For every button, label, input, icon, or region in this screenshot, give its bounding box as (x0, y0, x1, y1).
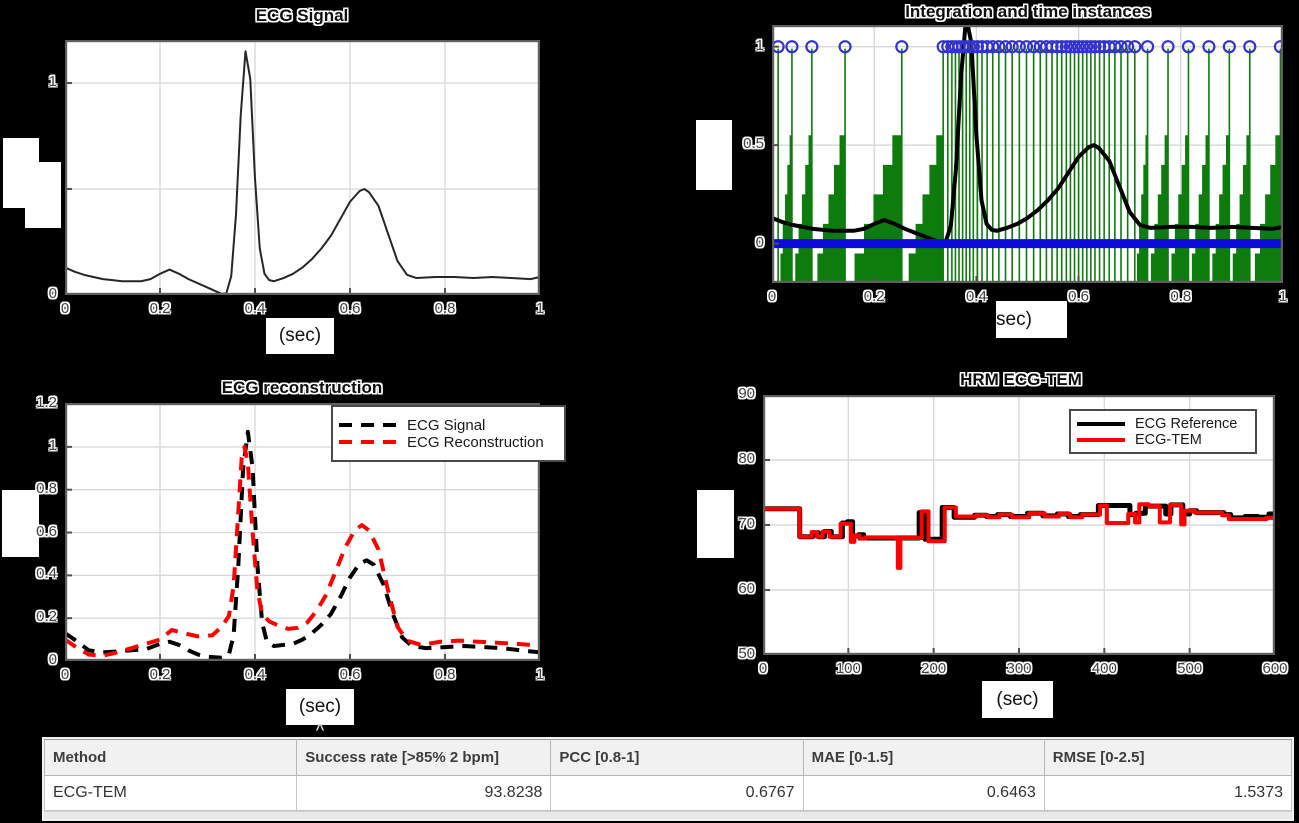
col-header-mae: MAE [0-1.5] (802, 739, 1045, 776)
table-header-row: Method Success rate [>85% 2 bpm] PCC [0.… (43, 739, 1293, 776)
col-header-success-rate: Success rate [>85% 2 bpm] (296, 739, 552, 776)
redacted-ylabel-box (25, 162, 61, 228)
col-header-pcc: PCC [0.8-1] (550, 739, 804, 776)
tick-label: 80 (738, 450, 755, 467)
tick-label: 0 (48, 651, 57, 668)
table-row: ECG-TEM 93.8238 0.6767 0.6463 1.5373 (43, 775, 1293, 811)
tick-label: 1 (535, 666, 545, 683)
tick-label: 1 (48, 436, 57, 454)
legend-label: ECG-TEM (1135, 431, 1202, 448)
legend-hrm: ECG Reference ECG-TEM (1069, 409, 1257, 454)
cell-method[interactable]: ECG-TEM (43, 775, 298, 811)
cell-mae[interactable]: 0.6463 (802, 775, 1045, 811)
plot-title-hrm-ecg-tem: HRM ECG-TEM (960, 370, 1082, 389)
col-header-method: Method (43, 739, 298, 776)
tick-label: 1.2 (36, 394, 57, 412)
tick-label: 0.4 (36, 565, 57, 583)
table-empty-strip (44, 811, 1292, 819)
legend-item: ECG Reconstruction (339, 434, 558, 451)
tick-label: 400 (1091, 660, 1117, 677)
tick-label: 70 (738, 515, 755, 532)
legend-ecg-reconstruction: ECG Signal ECG Reconstruction (331, 405, 566, 462)
tick-label: 0 (758, 660, 768, 677)
tick-label: 200 (921, 660, 947, 677)
tick-label: 0.4 (244, 300, 266, 317)
legend-line-sample (339, 423, 397, 427)
tick-label: 0.6 (1068, 288, 1090, 305)
tick-label: 100 (835, 660, 861, 677)
plot-title-ecg-reconstruction: ECG reconstruction (221, 378, 383, 397)
tick-label: 300 (1006, 660, 1032, 677)
tick-label: 0.8 (434, 666, 456, 683)
tick-label: 0 (48, 285, 57, 302)
legend-item: ECG Signal (339, 417, 558, 434)
tick-label: 1 (1278, 288, 1288, 305)
xlabel-ecg-signal: (sec) (266, 318, 334, 354)
tick-label: 0.6 (339, 300, 361, 317)
cell-pcc[interactable]: 0.6767 (550, 775, 804, 811)
caret-glyph: ^ (315, 721, 325, 738)
tick-label: 60 (738, 580, 755, 597)
legend-line-sample (339, 440, 397, 444)
legend-item: ECG Reference (1077, 416, 1249, 432)
legend-item: ECG-TEM (1077, 432, 1249, 448)
tick-label: 0.5 (743, 135, 764, 153)
tick-label: 90 (738, 385, 755, 402)
tick-label: 600 (1262, 660, 1288, 677)
redacted-ylabel-box (696, 120, 732, 190)
legend-label: ECG Reference (1135, 415, 1238, 432)
tick-label: 0 (755, 233, 764, 251)
xlabel-ecg-reconstruction: (sec) (286, 689, 354, 725)
plot-title-ecg-signal: ECG Signal (255, 6, 349, 25)
tick-label: 0 (60, 666, 70, 683)
tick-label: 0.2 (863, 288, 885, 305)
legend-line-sample (1077, 437, 1125, 442)
tick-label: 0.6 (339, 666, 361, 683)
xlabel-hrm: (sec) (982, 681, 1053, 718)
tick-label: 500 (1177, 660, 1203, 677)
cell-success-rate[interactable]: 93.8238 (296, 775, 552, 811)
results-table: Method Success rate [>85% 2 bpm] PCC [0.… (42, 737, 1294, 821)
col-header-rmse: RMSE [0-2.5] (1043, 739, 1293, 776)
cell-rmse[interactable]: 1.5373 (1043, 775, 1293, 811)
tick-label: 0.4 (244, 666, 266, 683)
tick-label: 0.4 (965, 288, 987, 305)
tick-label: 0 (767, 288, 777, 305)
redacted-ylabel-box (2, 490, 39, 557)
tick-label: 0.8 (1170, 288, 1192, 305)
integration-plot-canvas[interactable] (772, 25, 1283, 283)
legend-line-sample (1077, 421, 1125, 426)
tick-label: 0.2 (36, 608, 57, 626)
legend-label: ECG Signal (407, 416, 486, 434)
tick-label: 50 (738, 645, 755, 662)
tick-label: 0.8 (36, 479, 57, 497)
tick-label: 0.6 (36, 522, 57, 540)
tick-label: 0.8 (434, 300, 456, 317)
redacted-ylabel-box (697, 490, 734, 558)
tick-label: 0 (60, 300, 70, 317)
tick-label: 1 (755, 36, 764, 54)
xlabel-integration: sec) (996, 301, 1067, 338)
tick-label: 0.2 (149, 666, 171, 683)
legend-label: ECG Reconstruction (407, 433, 544, 451)
tick-label: 0.2 (149, 300, 171, 317)
ecg-signal-plot-canvas[interactable] (65, 40, 540, 295)
tick-label: 1 (48, 73, 57, 91)
tick-label: 1 (535, 300, 545, 317)
plot-title-integration: Integration and time instances (905, 2, 1151, 21)
